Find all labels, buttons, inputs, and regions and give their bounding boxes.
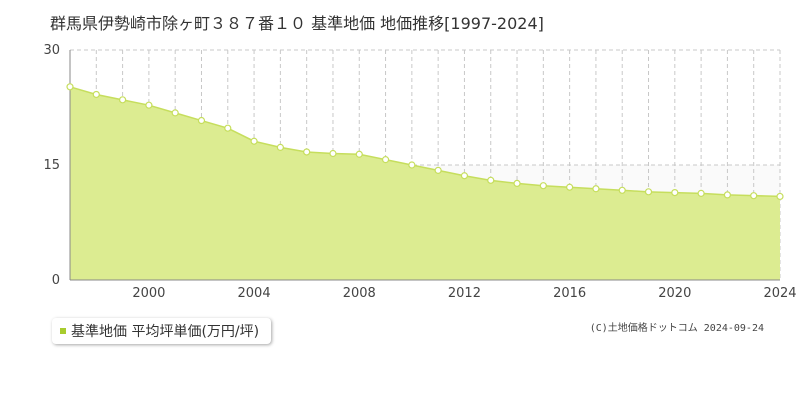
data-point: [92, 90, 100, 99]
x-tick-label: 2024: [763, 286, 796, 301]
x-tick-label: 2012: [448, 286, 481, 301]
data-point: [723, 191, 732, 199]
series-line: [69, 86, 781, 198]
x-tick-label: 2020: [658, 286, 691, 301]
data-point: [145, 101, 153, 109]
area-layer: [69, 86, 781, 280]
data-point: [434, 166, 442, 174]
data-point: [303, 148, 311, 156]
data-point: [671, 189, 679, 197]
data-point: [276, 143, 284, 151]
data-points: [66, 83, 784, 201]
tick-labels: 0 15 30 2000 2004 2008 2012 2016 2020 2024: [43, 43, 796, 301]
data-point: [539, 182, 547, 190]
x-tick-label: 2004: [238, 286, 271, 301]
data-point: [513, 179, 521, 187]
data-point: [250, 137, 258, 145]
data-point: [592, 185, 600, 193]
legend: 基準地価 平均坪単価(万円/坪): [52, 318, 272, 344]
x-tick-label: 2000: [132, 286, 165, 301]
data-point: [329, 149, 337, 158]
data-point: [697, 189, 705, 197]
data-point: [118, 96, 127, 104]
x-tick-label: 2016: [553, 286, 586, 301]
data-point: [566, 183, 574, 191]
legend-label: 基準地価 平均坪単価(万円/坪): [71, 324, 260, 340]
data-point: [644, 188, 653, 196]
legend-swatch: [60, 328, 66, 334]
data-point: [66, 83, 74, 91]
data-point: [381, 156, 390, 164]
y-tick-label: 15: [43, 158, 60, 173]
y-tick-label: 0: [52, 273, 60, 288]
data-point: [408, 161, 416, 169]
data-point: [197, 116, 206, 125]
data-point: [618, 186, 626, 194]
data-point: [750, 192, 758, 200]
area-fill: [70, 86, 780, 280]
y-tick-label: 30: [43, 43, 60, 58]
chart-title: 群馬県伊勢崎市除ヶ町３８７番１０ 基準地価 地価推移[1997-2024]: [50, 14, 544, 33]
data-point: [171, 109, 179, 117]
data-point: [355, 150, 363, 158]
data-point: [776, 192, 784, 201]
data-point: [460, 172, 469, 180]
data-point: [487, 176, 495, 184]
copyright-text: (C)土地価格ドットコム 2024-09-24: [589, 323, 764, 334]
data-point: [224, 124, 232, 132]
x-tick-label: 2008: [343, 286, 376, 301]
